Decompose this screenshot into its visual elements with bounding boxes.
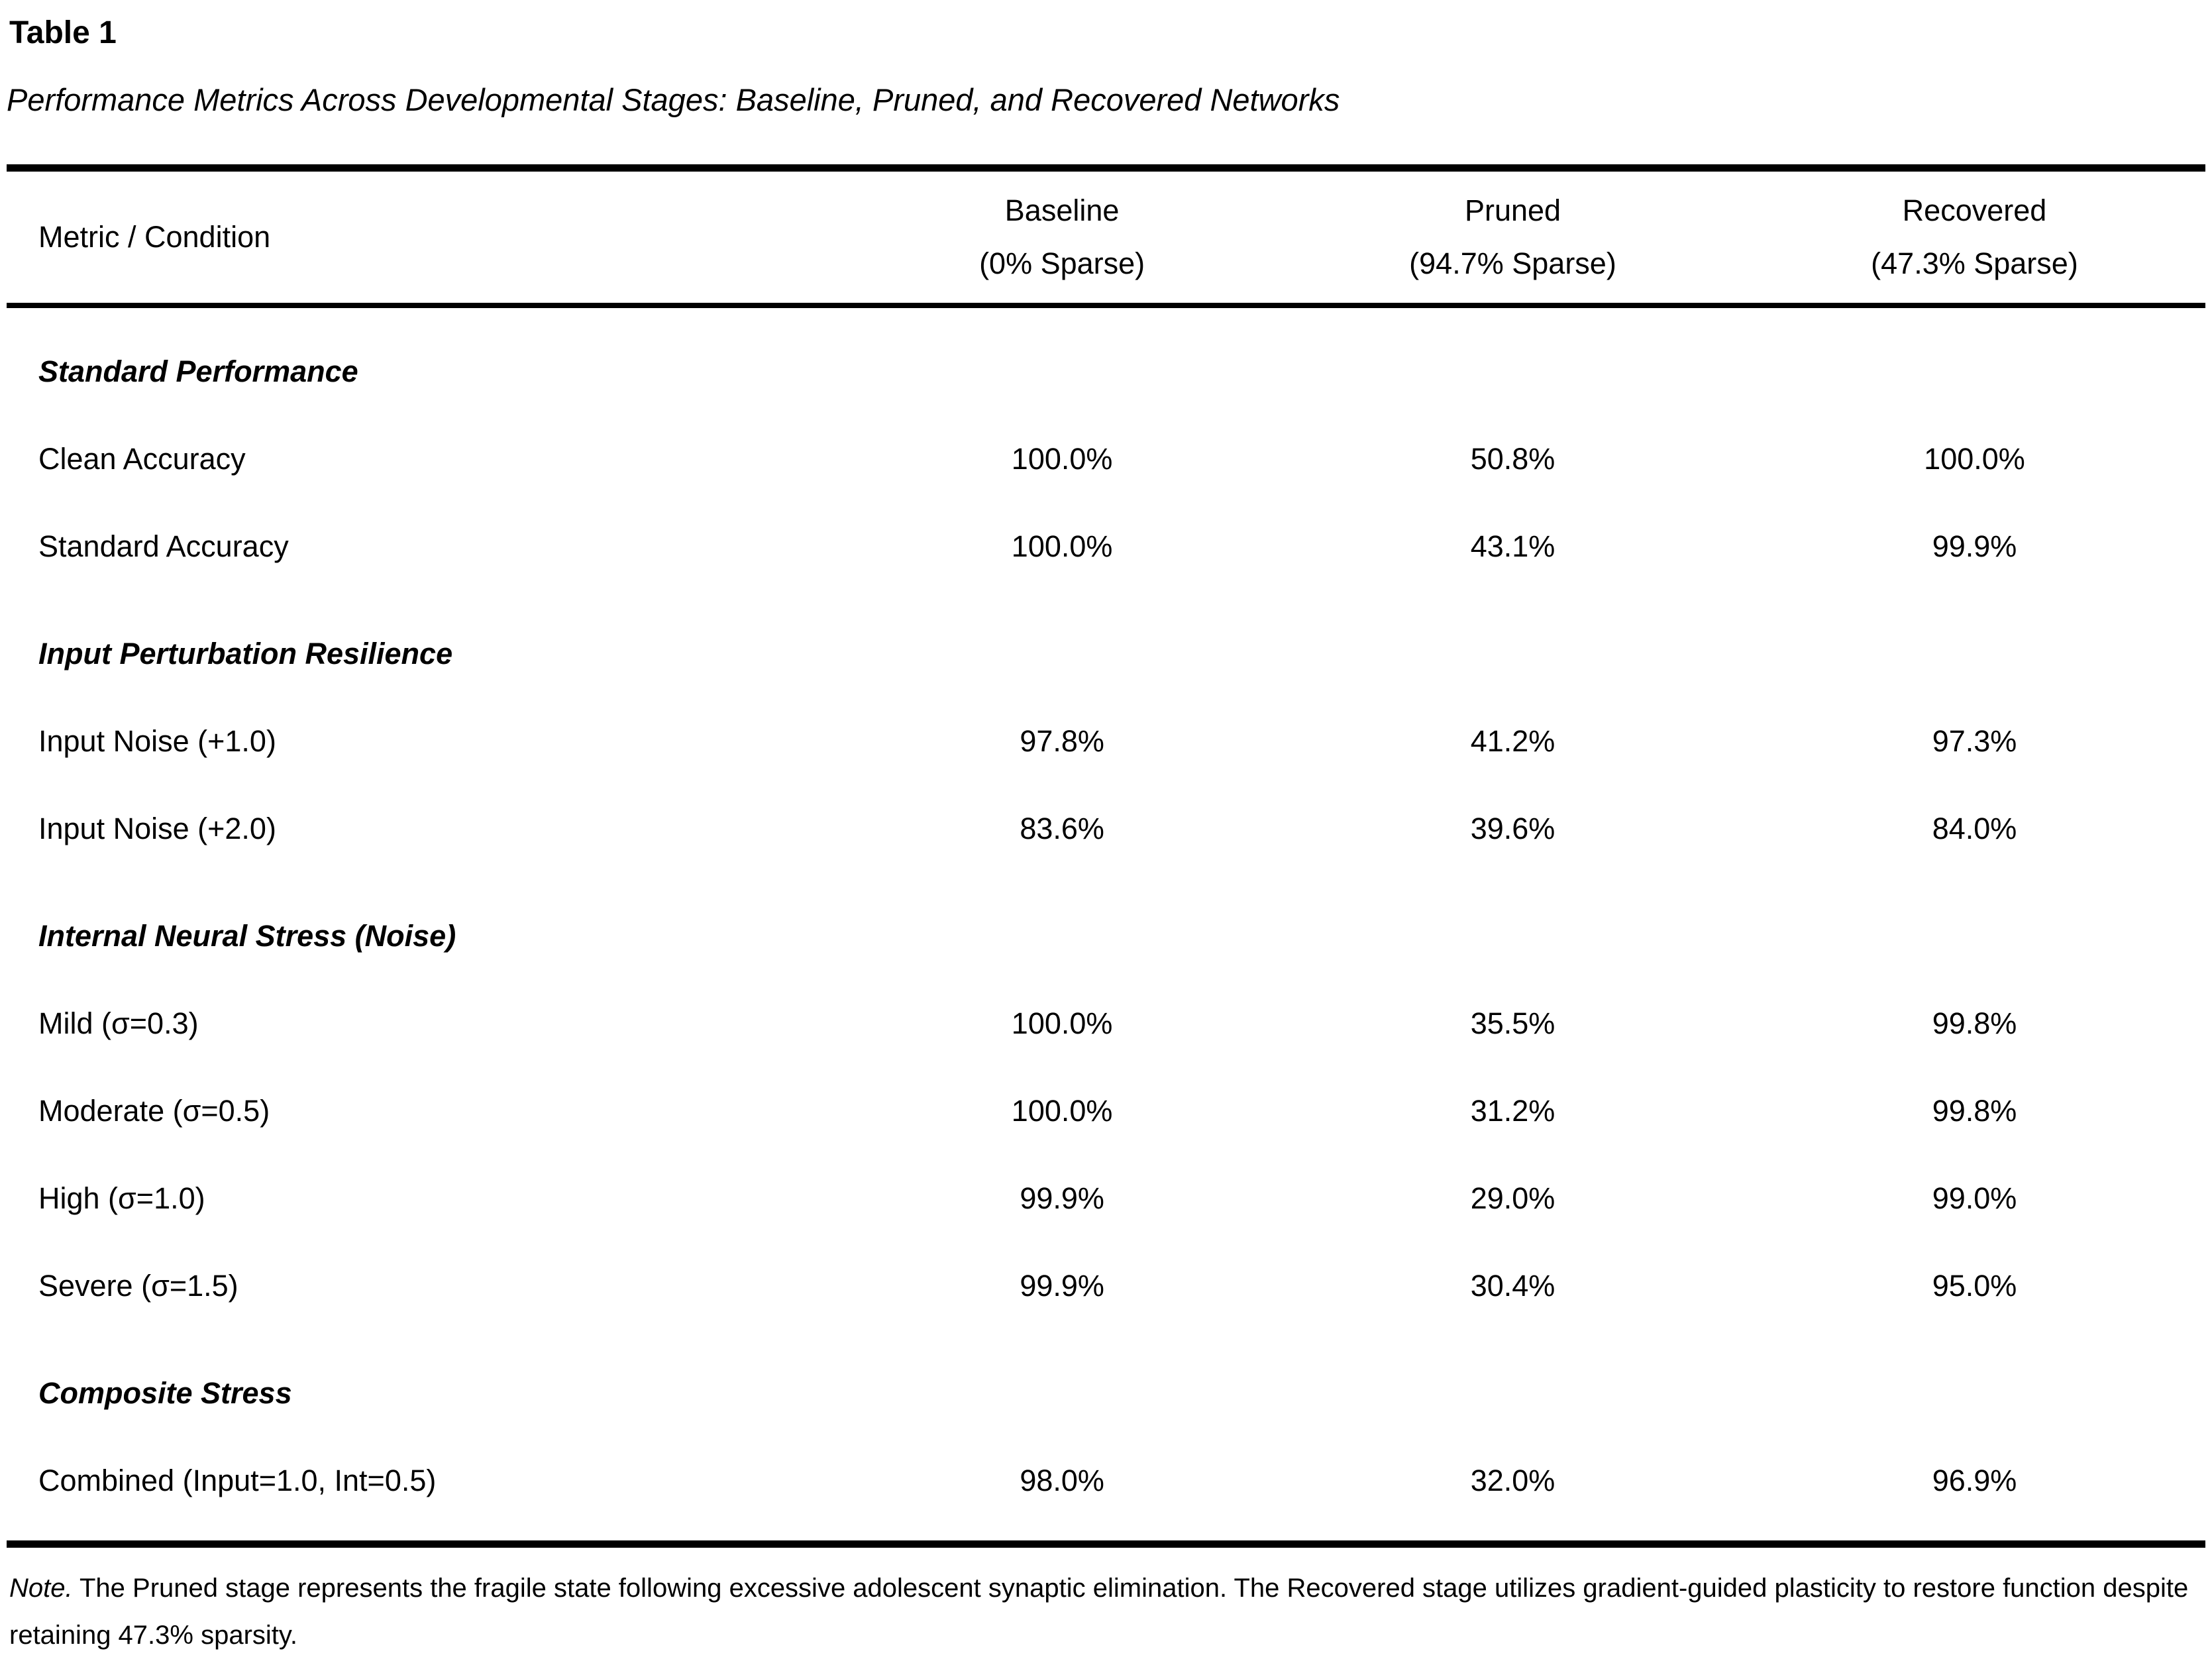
cell-pruned: 35.5% <box>1470 1006 1555 1040</box>
column-header-baseline-line1: Baseline <box>1004 193 1120 227</box>
row-label: Clean Accuracy <box>38 442 246 476</box>
table-row: High (σ=1.0) 99.9% 29.0% 99.0% <box>7 1155 2205 1242</box>
row-label: Moderate (σ=0.5) <box>38 1094 270 1128</box>
table-header-rule <box>7 303 2205 308</box>
table-row: Combined (Input=1.0, Int=0.5) 98.0% 32.0… <box>7 1437 2205 1525</box>
cell-pruned: 39.6% <box>1470 812 1555 845</box>
section-header-input-perturbation: Input Perturbation Resilience <box>38 637 453 671</box>
row-label: High (σ=1.0) <box>38 1181 205 1215</box>
table-title: Performance Metrics Across Developmental… <box>7 82 1340 117</box>
table-top-rule <box>7 164 2205 172</box>
row-label: Mild (σ=0.3) <box>38 1006 199 1040</box>
table-bottom-rule <box>7 1540 2205 1548</box>
cell-pruned: 43.1% <box>1470 529 1555 563</box>
row-label: Standard Accuracy <box>38 529 289 563</box>
column-header-metric: Metric / Condition <box>38 220 271 254</box>
table-row: Moderate (σ=0.5) 100.0% 31.2% 99.8% <box>7 1067 2205 1155</box>
cell-recovered: 99.9% <box>1932 529 2017 563</box>
cell-baseline: 100.0% <box>1011 1006 1113 1040</box>
cell-recovered: 84.0% <box>1932 812 2017 845</box>
cell-baseline: 100.0% <box>1011 1094 1113 1128</box>
row-label: Input Noise (+2.0) <box>38 812 276 845</box>
cell-recovered: 96.9% <box>1932 1464 2017 1497</box>
cell-recovered: 99.8% <box>1932 1094 2017 1128</box>
column-header-baseline: Baseline (0% Sparse) <box>842 184 1282 290</box>
table-note: Note. The Pruned stage represents the fr… <box>9 1565 2203 1659</box>
cell-baseline: 97.8% <box>1020 724 1104 758</box>
row-label: Input Noise (+1.0) <box>38 724 276 758</box>
cell-recovered: 100.0% <box>1924 442 2025 476</box>
table-number: Table 1 <box>9 15 117 50</box>
column-header-pruned-line2: (94.7% Sparse) <box>1409 246 1616 280</box>
table-body: Standard Performance Clean Accuracy 100.… <box>7 328 2205 1525</box>
cell-baseline: 99.9% <box>1020 1181 1104 1215</box>
cell-pruned: 32.0% <box>1470 1464 1555 1497</box>
column-header-recovered: Recovered (47.3% Sparse) <box>1744 184 2205 290</box>
table-row: Severe (σ=1.5) 99.9% 30.4% 95.0% <box>7 1242 2205 1330</box>
cell-recovered: 95.0% <box>1932 1269 2017 1303</box>
cell-baseline: 100.0% <box>1011 529 1113 563</box>
cell-baseline: 98.0% <box>1020 1464 1104 1497</box>
column-header-pruned-line1: Pruned <box>1464 193 1561 227</box>
cell-pruned: 29.0% <box>1470 1181 1555 1215</box>
cell-pruned: 31.2% <box>1470 1094 1555 1128</box>
column-header-baseline-line2: (0% Sparse) <box>979 246 1145 280</box>
section-header-internal-neural-stress: Internal Neural Stress (Noise) <box>38 919 456 953</box>
cell-baseline: 99.9% <box>1020 1269 1104 1303</box>
cell-pruned: 50.8% <box>1470 442 1555 476</box>
table-row: Input Noise (+1.0) 97.8% 41.2% 97.3% <box>7 698 2205 785</box>
section-header-composite-stress: Composite Stress <box>38 1376 292 1410</box>
cell-baseline: 83.6% <box>1020 812 1104 845</box>
cell-recovered: 99.8% <box>1932 1006 2017 1040</box>
table-row: Clean Accuracy 100.0% 50.8% 100.0% <box>7 415 2205 503</box>
cell-recovered: 97.3% <box>1932 724 2017 758</box>
cell-pruned: 30.4% <box>1470 1269 1555 1303</box>
table-row: Input Noise (+2.0) 83.6% 39.6% 84.0% <box>7 785 2205 873</box>
column-header-recovered-line1: Recovered <box>1902 193 2047 227</box>
note-text: The Pruned stage represents the fragile … <box>9 1574 2189 1650</box>
column-header-pruned: Pruned (94.7% Sparse) <box>1282 184 1744 290</box>
table-row: Mild (σ=0.3) 100.0% 35.5% 99.8% <box>7 980 2205 1067</box>
table-header-row: Metric / Condition Baseline (0% Sparse) … <box>7 172 2205 303</box>
cell-baseline: 100.0% <box>1011 442 1113 476</box>
cell-recovered: 99.0% <box>1932 1181 2017 1215</box>
note-label: Note. <box>9 1574 73 1603</box>
table-row: Standard Accuracy 100.0% 43.1% 99.9% <box>7 503 2205 590</box>
section-header-standard-performance: Standard Performance <box>38 354 358 388</box>
column-header-recovered-line2: (47.3% Sparse) <box>1871 246 2078 280</box>
row-label: Severe (σ=1.5) <box>38 1269 238 1303</box>
cell-pruned: 41.2% <box>1470 724 1555 758</box>
row-label: Combined (Input=1.0, Int=0.5) <box>38 1464 437 1497</box>
